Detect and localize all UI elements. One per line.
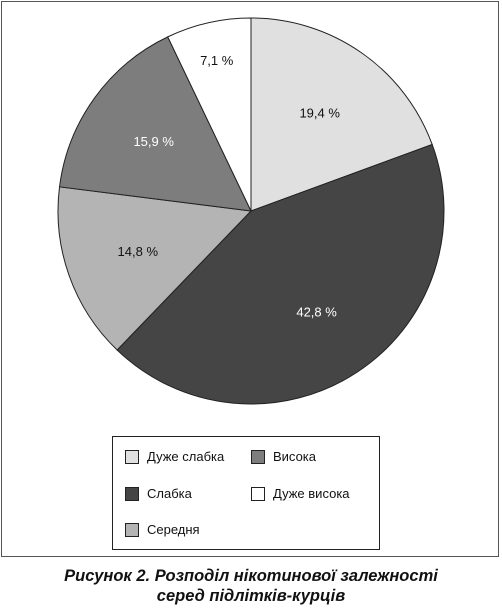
- chart-legend: Дуже слабка Висока Слабка Дуже висока Се…: [112, 436, 380, 550]
- figure-caption: Рисунок 2. Розподіл нікотинової залежнос…: [0, 566, 502, 606]
- pie-slice-weak: [116, 143, 445, 405]
- pie-slice-medium: [57, 186, 253, 351]
- pie-label-very-high: 7,1 %: [200, 53, 234, 68]
- pie-slice-very-high: [167, 17, 252, 212]
- pie-slice-high: [58, 36, 252, 212]
- legend-item-medium: Середня: [125, 522, 200, 537]
- pie-label-medium: 14,8 %: [118, 244, 159, 259]
- legend-swatch-medium: [125, 522, 139, 537]
- legend-item-high: Висока: [251, 449, 316, 464]
- legend-item-very-weak: Дуже слабка: [125, 449, 224, 464]
- pie-label-very-weak: 19,4 %: [299, 106, 340, 121]
- pie-chart: 19,4 % 42,8 % 14,8 % 15,9 % 7,1 %: [57, 17, 445, 405]
- pie-label-high: 15,9 %: [133, 134, 174, 149]
- legend-label-very-high: Дуже висока: [273, 486, 350, 501]
- legend-item-weak: Слабка: [125, 486, 192, 501]
- pie-slice-very-weak: [250, 17, 433, 212]
- pie-label-weak: 42,8 %: [296, 305, 337, 320]
- caption-line-2: серед підлітків-курців: [156, 587, 346, 605]
- legend-swatch-weak: [125, 486, 139, 501]
- legend-label-weak: Слабка: [147, 486, 192, 501]
- chart-frame: 19,4 % 42,8 % 14,8 % 15,9 % 7,1 % Дуже слабк…: [1, 1, 499, 557]
- legend-item-very-high: Дуже висока: [251, 486, 350, 501]
- legend-swatch-very-high: [251, 486, 265, 501]
- legend-swatch-high: [251, 449, 265, 464]
- legend-label-medium: Середня: [147, 522, 200, 537]
- legend-label-very-weak: Дуже слабка: [147, 449, 225, 464]
- legend-label-high: Висока: [273, 449, 317, 464]
- legend-swatch-very-weak: [125, 449, 139, 464]
- caption-line-1: Рисунок 2. Розподіл нікотинової залежнос…: [64, 567, 438, 585]
